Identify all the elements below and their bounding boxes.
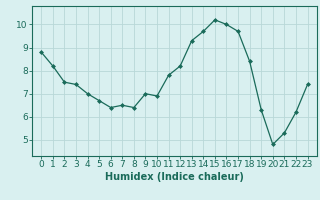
X-axis label: Humidex (Indice chaleur): Humidex (Indice chaleur) bbox=[105, 172, 244, 182]
